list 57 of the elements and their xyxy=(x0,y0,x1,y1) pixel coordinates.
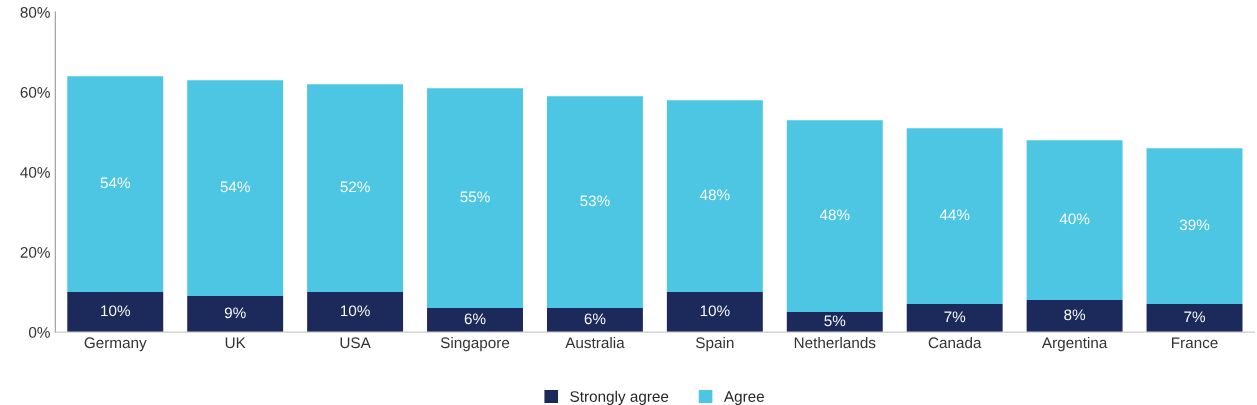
data-label: 6% xyxy=(464,313,486,325)
bar xyxy=(666,292,763,333)
data-label: 10% xyxy=(101,305,131,317)
bar xyxy=(187,80,284,297)
data-label: 10% xyxy=(700,305,730,317)
x-tick-label: France xyxy=(1172,337,1218,349)
bar xyxy=(307,292,404,333)
data-label: 48% xyxy=(819,209,850,221)
data-label: 40% xyxy=(1059,213,1090,225)
y-tick-label: 40% xyxy=(20,166,50,178)
data-label: 10% xyxy=(340,305,370,317)
data-label: 44% xyxy=(939,209,970,221)
y-tick-label: 60% xyxy=(20,87,50,98)
bar xyxy=(546,96,643,309)
bar xyxy=(786,120,883,313)
data-label: 52% xyxy=(340,181,370,193)
x-tick-label: UK xyxy=(225,337,246,349)
bar xyxy=(67,292,164,333)
x-tick-label: Singapore xyxy=(440,336,510,352)
bar xyxy=(1146,304,1243,333)
x-tick-label: Australia xyxy=(565,336,625,349)
bar xyxy=(427,308,523,333)
data-label: 6% xyxy=(584,313,606,325)
data-label: 53% xyxy=(580,195,610,207)
y-tick-label: 80% xyxy=(20,7,50,18)
data-label: 9% xyxy=(224,307,246,319)
data-label: 5% xyxy=(824,315,846,327)
data-label: 8% xyxy=(1064,309,1086,321)
data-label: 39% xyxy=(1179,219,1210,231)
data-label: 7% xyxy=(944,311,966,323)
legend-label: Agree xyxy=(723,391,764,405)
x-tick-label: USA xyxy=(340,337,371,349)
bar xyxy=(786,312,883,333)
bar xyxy=(427,88,523,309)
bar xyxy=(666,100,763,293)
bar xyxy=(187,296,284,333)
x-tick-label: Canada xyxy=(928,336,982,349)
y-tick-label: 0% xyxy=(28,326,50,338)
legend-label: Strongly agree xyxy=(570,390,669,405)
data-label: 7% xyxy=(1184,311,1206,323)
bar xyxy=(1026,140,1123,301)
data-label: 55% xyxy=(460,191,490,203)
data-label: 54% xyxy=(100,177,131,189)
x-tick-label: Netherlands xyxy=(794,336,876,349)
bar xyxy=(1026,300,1123,333)
data-label: 54% xyxy=(220,181,250,193)
bar xyxy=(906,304,1003,333)
x-tick-label: Argentina xyxy=(1041,336,1108,352)
bar xyxy=(307,84,404,293)
bar xyxy=(906,128,1003,305)
bar xyxy=(1146,148,1243,305)
bar xyxy=(546,308,643,333)
x-tick-label: Germany xyxy=(84,337,147,352)
y-tick-label: 20% xyxy=(20,246,50,258)
data-label: 48% xyxy=(699,189,730,201)
bar xyxy=(67,76,164,293)
x-tick-label: Spain xyxy=(696,336,734,352)
